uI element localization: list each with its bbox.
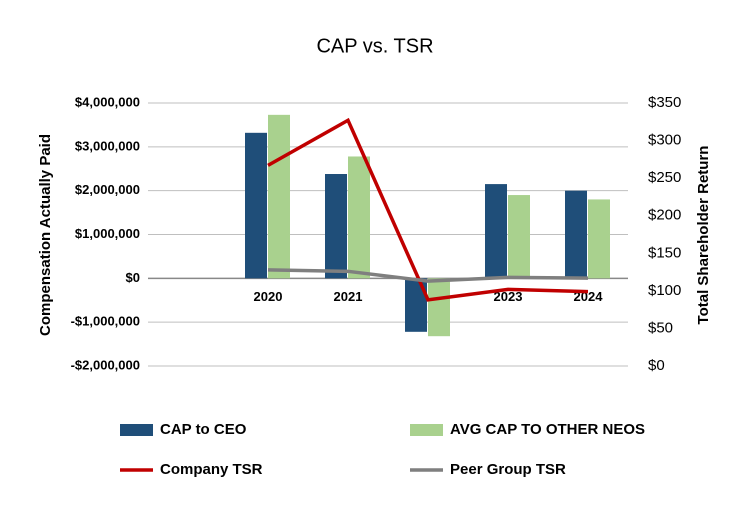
y2-tick-label: $150	[648, 244, 681, 261]
legend-label: Peer Group TSR	[450, 461, 566, 478]
y2-tick-label: $350	[648, 94, 681, 111]
y-tick-label: $1,000,000	[75, 226, 140, 241]
bar	[268, 114, 290, 279]
legend-swatch	[120, 424, 153, 436]
y-tick-label: -$2,000,000	[71, 357, 140, 372]
y2-tick-label: $250	[648, 169, 681, 186]
line-series	[267, 268, 589, 283]
legend-label: AVG CAP TO OTHER NEOS	[450, 421, 645, 438]
y2-axis-title: Total Shareholder Return	[695, 146, 712, 325]
y2-tick-label: $300	[648, 132, 681, 149]
legend-swatch	[410, 424, 443, 436]
y-tick-label: $0	[126, 270, 140, 285]
line-series	[267, 117, 589, 302]
bar	[508, 195, 530, 279]
bar	[245, 132, 267, 279]
x-tick-label: 2021	[334, 289, 363, 304]
y2-tick-label: $50	[648, 319, 673, 336]
legend-label: CAP to CEO	[160, 421, 247, 438]
y2-tick-label: $0	[648, 357, 665, 374]
bar	[348, 156, 370, 279]
y-tick-label: $4,000,000	[75, 94, 140, 109]
bar	[405, 278, 427, 332]
bar	[325, 174, 347, 279]
y-tick-label: $3,000,000	[75, 138, 140, 153]
bar	[588, 199, 610, 279]
bar	[485, 184, 507, 279]
chart-title: CAP vs. TSR	[316, 35, 433, 57]
x-tick-label: 2023	[494, 289, 523, 304]
bar	[428, 278, 450, 337]
x-tick-label: 2020	[254, 289, 283, 304]
y-tick-label: $2,000,000	[75, 182, 140, 197]
y-axis-title: Compensation Actually Paid	[37, 134, 54, 336]
legend-label: Company TSR	[160, 461, 263, 478]
y-tick-label: -$1,000,000	[71, 314, 140, 329]
y2-tick-label: $200	[648, 207, 681, 224]
bar	[565, 190, 587, 279]
y2-tick-label: $100	[648, 282, 681, 299]
